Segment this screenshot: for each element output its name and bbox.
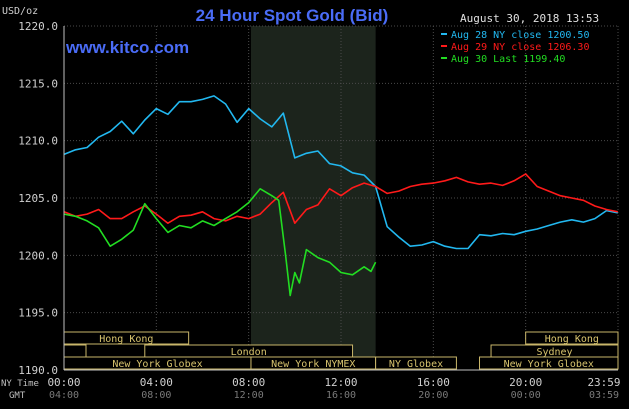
market-sessions: Hong Kong London New York Globex New York N…: [63, 331, 619, 370]
session-box: NY Globex: [375, 356, 457, 370]
y-tick-label: 1195.0: [18, 307, 58, 320]
session-box: Sydney: [490, 344, 619, 358]
series-line-aug29: [63, 173, 618, 224]
legend-entry: Aug 28 NY close 1200.50: [451, 30, 589, 41]
session-box: New York NYMEX: [250, 356, 377, 370]
series-line-aug30: [63, 188, 377, 297]
chart-title: 24 Hour Spot Gold (Bid): [196, 6, 389, 25]
y-tick-label: 1190.0: [18, 364, 58, 377]
session-box: New York Globex: [479, 356, 619, 370]
y-tick-label: 1210.0: [18, 135, 58, 148]
ny-time-row-label: NY Time: [1, 379, 39, 389]
session-label: Sydney: [536, 347, 572, 358]
y-tick-label: 1220.0: [18, 20, 58, 33]
x-tick-label-gmt: 00:00: [511, 390, 541, 401]
x-tick-label-ny: 12:00: [324, 376, 357, 389]
axes: 1220.0 1215.0 1210.0 1205.0 1200.0 1195.0 1190…: [18, 20, 620, 401]
y-tick-label: 1200.0: [18, 249, 58, 262]
x-tick-label-gmt: 16:00: [326, 390, 356, 401]
x-tick-label-ny: 23:59: [587, 376, 620, 389]
y-axis-unit-label: USD/oz: [2, 6, 38, 17]
session-label: New York Globex: [504, 359, 594, 370]
x-tick-label-gmt: 20:00: [418, 390, 448, 401]
x-tick-label-gmt: 12:00: [234, 390, 264, 401]
legend-entry: Aug 30 Last 1199.40: [451, 54, 565, 65]
y-tick-label: 1215.0: [18, 77, 58, 90]
session-label: New York NYMEX: [271, 359, 355, 370]
price-series: [63, 95, 618, 297]
x-tick-label-ny: 00:00: [47, 376, 80, 389]
session-start-marker: [63, 344, 87, 358]
chart-timestamp: August 30, 2018 13:53: [460, 12, 599, 25]
chart-subtitle-url: www.kitco.com: [65, 38, 189, 57]
x-tick-label-ny: 08:00: [232, 376, 265, 389]
session-label: NY Globex: [389, 359, 443, 370]
legend-entry: Aug 29 NY close 1206.30: [451, 42, 589, 53]
x-tick-label-ny: 04:00: [140, 376, 173, 389]
session-box: London: [144, 344, 354, 358]
session-label: Hong Kong: [99, 334, 153, 345]
x-tick-label-ny: 20:00: [509, 376, 542, 389]
session-label: London: [231, 347, 267, 358]
session-box: Hong Kong: [525, 331, 619, 345]
session-label: New York Globex: [112, 359, 202, 370]
y-tick-label: 1205.0: [18, 192, 58, 205]
session-box: Hong Kong: [63, 331, 190, 345]
x-tick-label-gmt: 08:00: [141, 390, 171, 401]
x-tick-label-gmt: 04:00: [49, 390, 79, 401]
series-line-aug28: [63, 95, 618, 250]
session-box: New York Globex: [63, 356, 252, 370]
session-label: Hong Kong: [545, 334, 599, 345]
x-tick-label-ny: 16:00: [417, 376, 450, 389]
x-tick-label-gmt: 03:59: [589, 390, 619, 401]
gmt-row-label: GMT: [9, 391, 26, 401]
